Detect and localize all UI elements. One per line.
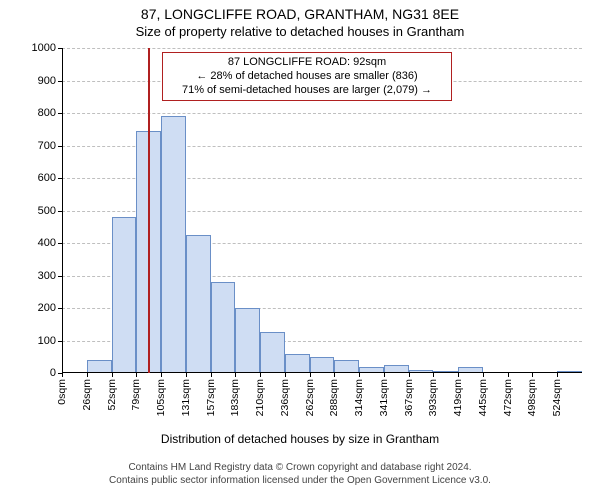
xtick-label: 524sqm xyxy=(551,379,563,416)
xtick-label: 157sqm xyxy=(205,379,217,416)
ytick-label: 1000 xyxy=(32,42,56,54)
xtick-mark xyxy=(260,373,261,377)
xtick-label: 52sqm xyxy=(106,379,118,411)
xtick-label: 210sqm xyxy=(254,379,266,416)
xtick-mark xyxy=(334,373,335,377)
xtick-mark xyxy=(161,373,162,377)
xtick-mark xyxy=(112,373,113,377)
xtick-mark xyxy=(508,373,509,377)
chart-container: 87, LONGCLIFFE ROAD, GRANTHAM, NG31 8EE … xyxy=(0,0,600,500)
xtick-label: 0sqm xyxy=(56,379,68,405)
xtick-mark xyxy=(458,373,459,377)
ytick-label: 100 xyxy=(38,335,56,347)
xtick-label: 26sqm xyxy=(81,379,93,411)
histogram-bar xyxy=(260,332,285,373)
gridline xyxy=(62,48,582,49)
xtick-label: 79sqm xyxy=(130,379,142,411)
annotation-line-3: 71% of semi-detached houses are larger (… xyxy=(169,84,445,98)
chart-subtitle: Size of property relative to detached ho… xyxy=(0,24,600,39)
xtick-mark xyxy=(384,373,385,377)
ytick-label: 700 xyxy=(38,140,56,152)
xtick-mark xyxy=(87,373,88,377)
xtick-mark xyxy=(433,373,434,377)
marker-line xyxy=(148,48,150,373)
xtick-label: 288sqm xyxy=(328,379,340,416)
xtick-mark xyxy=(310,373,311,377)
footer-line-1: Contains HM Land Registry data © Crown c… xyxy=(0,462,600,475)
ytick-label: 300 xyxy=(38,270,56,282)
histogram-bar xyxy=(161,116,186,373)
xtick-label: 236sqm xyxy=(279,379,291,416)
xtick-mark xyxy=(285,373,286,377)
histogram-bar xyxy=(310,357,335,373)
xtick-label: 393sqm xyxy=(427,379,439,416)
histogram-bar xyxy=(235,308,260,373)
xtick-mark xyxy=(409,373,410,377)
xtick-mark xyxy=(186,373,187,377)
xtick-label: 341sqm xyxy=(378,379,390,416)
xtick-label: 445sqm xyxy=(477,379,489,416)
xtick-mark xyxy=(359,373,360,377)
y-axis-line xyxy=(62,48,63,373)
xtick-label: 419sqm xyxy=(452,379,464,416)
histogram-bar xyxy=(112,217,137,373)
xtick-mark xyxy=(532,373,533,377)
annotation-box: 87 LONGCLIFFE ROAD: 92sqm ← 28% of detac… xyxy=(162,52,452,101)
xtick-label: 131sqm xyxy=(180,379,192,416)
xtick-mark xyxy=(483,373,484,377)
annotation-line-1: 87 LONGCLIFFE ROAD: 92sqm xyxy=(169,56,445,70)
annotation-line-2: ← 28% of detached houses are smaller (83… xyxy=(169,70,445,84)
ytick-label: 400 xyxy=(38,237,56,249)
chart-footer: Contains HM Land Registry data © Crown c… xyxy=(0,462,600,487)
xtick-label: 367sqm xyxy=(403,379,415,416)
footer-line-2: Contains public sector information licen… xyxy=(0,475,600,488)
ytick-label: 500 xyxy=(38,205,56,217)
ytick-label: 900 xyxy=(38,75,56,87)
ytick-label: 600 xyxy=(38,172,56,184)
ytick-label: 800 xyxy=(38,107,56,119)
xtick-label: 314sqm xyxy=(353,379,365,416)
histogram-bar xyxy=(186,235,211,373)
xtick-label: 105sqm xyxy=(155,379,167,416)
xtick-mark xyxy=(211,373,212,377)
xtick-mark xyxy=(557,373,558,377)
ytick-label: 200 xyxy=(38,302,56,314)
histogram-bar xyxy=(211,282,236,373)
xtick-label: 183sqm xyxy=(229,379,241,416)
ytick-label: 0 xyxy=(50,367,56,379)
xtick-label: 262sqm xyxy=(304,379,316,416)
x-axis-label: Distribution of detached houses by size … xyxy=(0,432,600,446)
x-axis-line xyxy=(62,372,582,373)
histogram-bar xyxy=(285,354,310,374)
xtick-mark xyxy=(136,373,137,377)
gridline xyxy=(62,113,582,114)
xtick-mark xyxy=(62,373,63,377)
xtick-label: 498sqm xyxy=(526,379,538,416)
xtick-label: 472sqm xyxy=(502,379,514,416)
xtick-mark xyxy=(235,373,236,377)
plot-area: 87 LONGCLIFFE ROAD: 92sqm ← 28% of detac… xyxy=(62,48,582,373)
chart-title-address: 87, LONGCLIFFE ROAD, GRANTHAM, NG31 8EE xyxy=(0,6,600,22)
